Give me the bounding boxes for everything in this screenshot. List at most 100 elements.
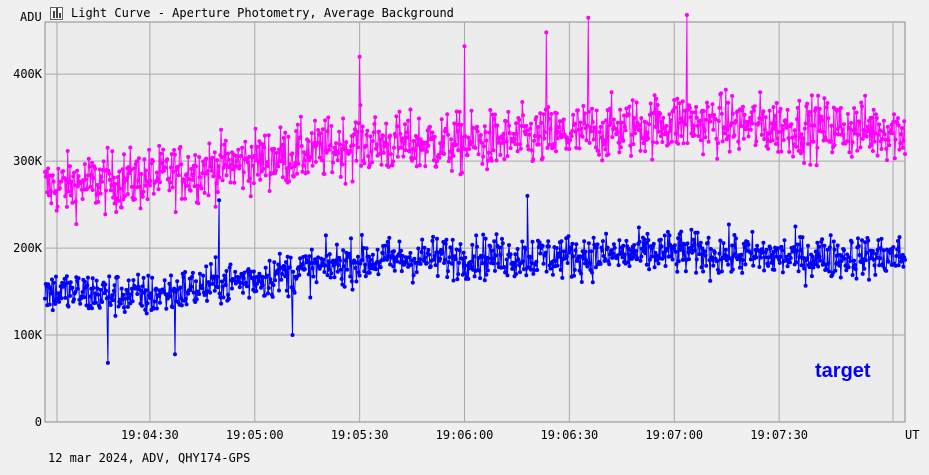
data-point [64,178,69,182]
data-point [816,93,821,98]
data-point [147,183,152,188]
data-point [98,287,103,292]
data-point [343,258,348,263]
data-point [730,94,735,98]
y-tick-label: 300K [13,154,43,168]
data-point [119,286,124,291]
data-point [318,131,323,136]
data-point [423,255,428,260]
data-point [241,290,245,295]
data-point [716,119,721,123]
data-point [895,247,900,252]
data-point [811,139,816,144]
data-point [679,134,684,138]
data-point [310,163,315,168]
data-point [772,267,777,272]
data-point [704,263,709,268]
data-point [368,257,373,262]
data-point [98,191,103,196]
data-point [356,254,360,259]
data-point [249,144,254,149]
data-point [881,118,886,123]
data-point [262,133,267,138]
data-point [867,277,871,282]
data-point [367,163,372,167]
data-point [357,54,362,59]
data-point [573,129,578,134]
data-point [372,122,377,126]
data-point [166,176,171,181]
data-point [228,262,233,267]
data-point [772,126,777,131]
data-point [717,251,722,256]
data-point [530,239,535,244]
data-point [97,185,101,190]
data-point [679,229,684,234]
data-point [310,266,315,271]
data-point [594,108,599,113]
data-point [83,177,88,182]
data-point [168,294,173,299]
data-point [591,235,596,240]
data-point [561,249,566,254]
data-point [690,243,695,248]
data-point [885,158,889,163]
data-point [399,269,404,274]
data-point [393,134,398,139]
data-point [871,257,876,262]
data-point [564,146,569,151]
data-point [813,106,818,111]
data-point [651,241,656,246]
data-point [118,186,123,191]
data-point [277,147,281,152]
data-point [532,268,537,273]
data-point [871,107,876,112]
data-point [374,146,378,151]
data-point [173,210,178,215]
data-point [208,164,213,169]
data-point [364,246,369,251]
data-point [711,263,716,268]
data-point [237,163,242,168]
data-point [104,288,108,293]
data-point [64,281,69,286]
data-point [789,122,794,127]
data-point [580,249,585,254]
data-point [710,257,715,262]
data-point [444,129,449,134]
data-point [329,124,334,128]
data-point [385,239,390,244]
data-point [472,274,477,279]
data-point [157,143,162,148]
data-point [348,148,353,153]
data-point [304,152,309,157]
data-point [795,242,800,247]
data-point [204,264,209,269]
data-point [363,262,368,267]
data-point [784,125,789,130]
data-point [820,118,825,122]
data-point [232,180,237,185]
data-point [490,257,495,262]
data-point [695,230,700,235]
data-point [515,247,520,251]
data-point [431,257,436,262]
data-point [788,260,792,265]
data-point [619,120,624,125]
data-point [855,148,860,153]
data-point [350,287,355,292]
data-point [643,149,648,154]
data-point [669,139,674,144]
data-point [500,236,504,241]
data-point [221,295,226,300]
data-point [486,150,491,155]
data-point [791,249,796,254]
data-point [673,131,678,136]
data-point [781,138,786,142]
data-point [293,161,298,165]
data-point [856,244,861,249]
data-point [471,254,476,259]
data-point [404,260,409,265]
data-point [156,187,161,192]
data-point [828,233,833,238]
